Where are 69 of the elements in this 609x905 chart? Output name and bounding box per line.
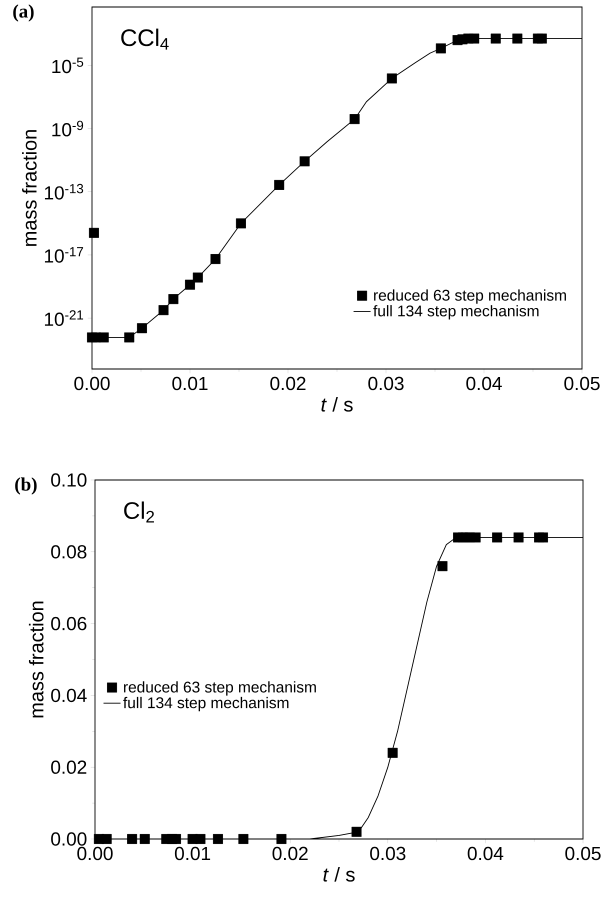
point	[470, 532, 481, 542]
point	[352, 826, 362, 837]
legend-label: reduced 63 step mechanism	[374, 289, 566, 304]
point	[185, 280, 195, 290]
point	[98, 332, 109, 342]
point	[140, 834, 150, 844]
point	[212, 834, 223, 844]
chart-title: (a)	[13, 4, 34, 22]
point	[88, 228, 99, 238]
x-axis-title: t / s	[324, 867, 355, 882]
legend-label: reduced 63 step mechanism	[124, 681, 316, 696]
x-axis-title: t / s	[322, 397, 353, 412]
y-axis-title: mass fraction	[28, 602, 44, 718]
point	[490, 34, 501, 44]
legend-label: full 134 step mechanism	[373, 305, 538, 320]
point	[238, 834, 248, 844]
y-tick-label: 0.06	[51, 616, 86, 630]
point	[136, 323, 147, 334]
point	[195, 834, 206, 844]
point	[469, 34, 480, 44]
point	[192, 272, 203, 283]
point	[127, 834, 138, 844]
point	[171, 834, 182, 844]
point	[300, 156, 310, 166]
x-tick-label: 0.05	[564, 376, 600, 390]
point	[168, 294, 178, 304]
point	[274, 180, 284, 190]
y-tick-label: 0.08	[51, 545, 86, 558]
chart-title: (b)	[15, 477, 37, 495]
y-tick-label: 10$^{-17}$	[44, 247, 84, 263]
x-tick-label: 0.05	[565, 846, 601, 860]
y-tick-label: 0.04	[51, 688, 87, 702]
x-tick-label: 0.04	[468, 846, 504, 860]
x-tick-label: 0.03	[368, 376, 404, 390]
point	[536, 34, 547, 44]
point	[350, 114, 360, 124]
legend-label: full 134 step mechanism	[123, 696, 288, 712]
x-tick-label: 0.00	[77, 846, 113, 860]
x-tick-label: 0.04	[466, 376, 502, 390]
y-tick-label: 0.02	[51, 760, 86, 774]
point	[386, 73, 397, 84]
point	[236, 218, 246, 228]
y-tick-label: 10$^{-9}$	[52, 120, 84, 136]
x-tick-label: 0.02	[270, 376, 306, 390]
point	[492, 532, 502, 542]
point	[276, 834, 286, 844]
y-tick-label: 10$^{-21}$	[44, 310, 84, 326]
annotation: CCl$_{4}$	[121, 28, 169, 50]
y-tick-label: 10$^{-5}$	[52, 58, 84, 74]
point	[538, 532, 548, 542]
point	[210, 254, 220, 264]
annotation: Cl$_{2}$	[124, 501, 154, 523]
x-tick-label: 0.03	[370, 846, 406, 860]
point	[512, 34, 522, 44]
y-tick-label: 10$^{-13}$	[44, 184, 84, 200]
x-tick-label: 0.01	[172, 376, 208, 390]
point	[514, 532, 524, 542]
y-axis-title: mass fraction	[22, 130, 37, 246]
point	[436, 43, 446, 54]
y-tick-label: 0.10	[51, 473, 86, 487]
x-tick-label: 0.00	[74, 376, 110, 390]
y-tick-label: 0.00	[51, 832, 86, 846]
point	[158, 305, 169, 316]
point	[102, 834, 112, 844]
point	[388, 748, 398, 758]
x-tick-label: 0.02	[272, 846, 308, 860]
point	[124, 332, 134, 342]
x-tick-label: 0.01	[174, 846, 210, 860]
point	[437, 561, 448, 572]
